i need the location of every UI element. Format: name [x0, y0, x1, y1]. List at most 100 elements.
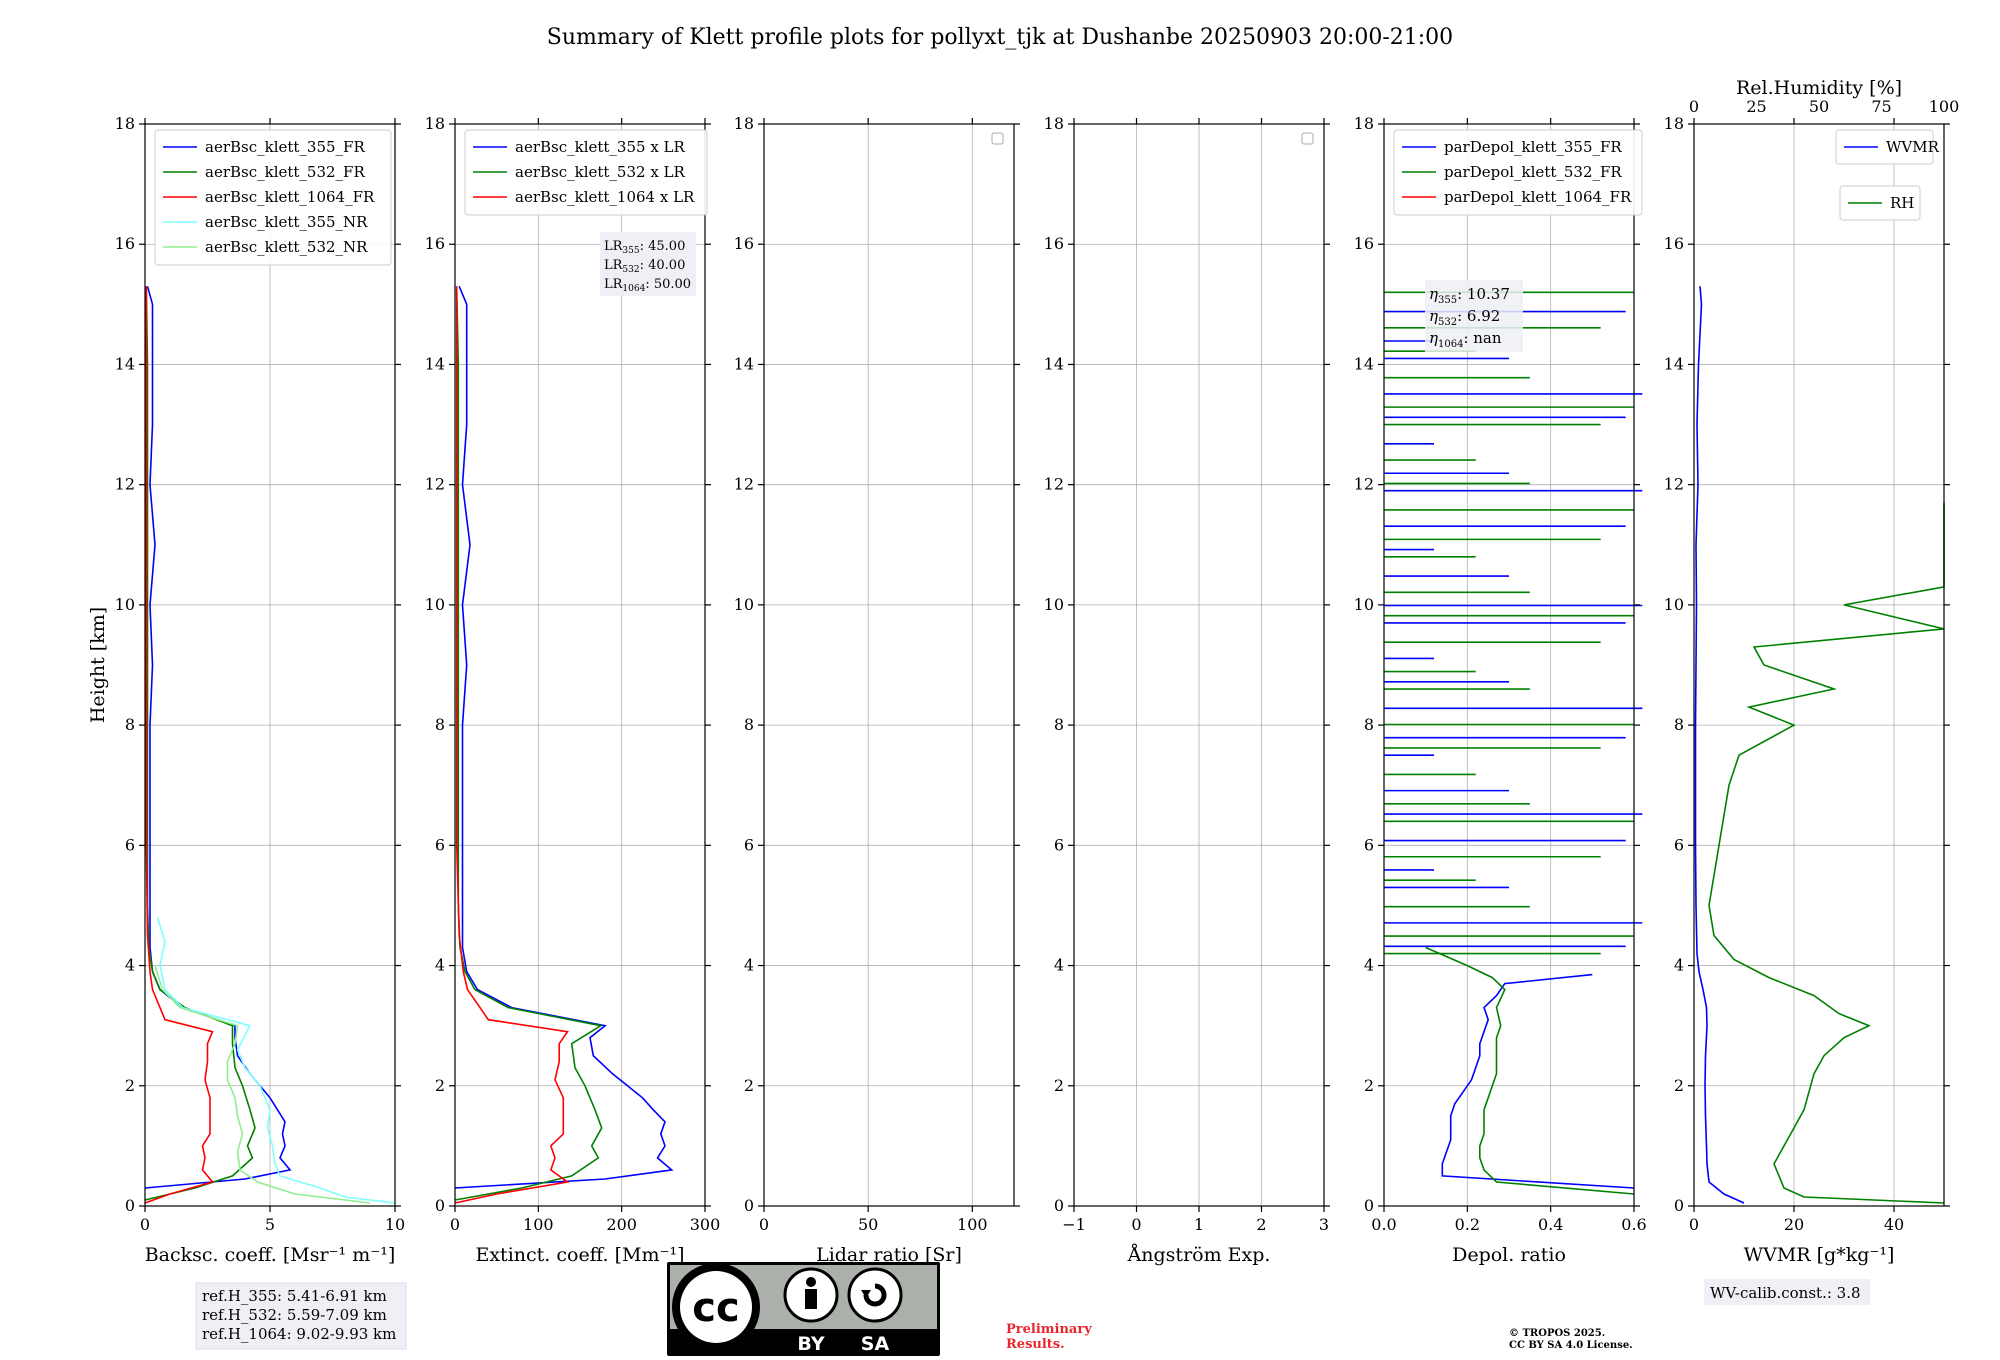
y-tick-label: 16 — [1354, 234, 1374, 253]
y-tick-label: 14 — [425, 354, 445, 373]
cc-by-sa-badge: cc BY SA — [667, 1262, 940, 1356]
series-extinction-1 — [454, 286, 603, 1201]
y-tick-label: 0 — [1364, 1196, 1374, 1215]
axes-frame — [454, 123, 706, 1207]
legend-label: parDepol_klett_355_FR — [1444, 138, 1622, 156]
y-tick-label: 18 — [734, 114, 754, 133]
x-tick-label: −1 — [1062, 1215, 1086, 1234]
legend-rh: RH — [1839, 185, 1921, 221]
x-tick-label: 0 — [1689, 1215, 1699, 1234]
x-tick-label: 40 — [1884, 1215, 1904, 1234]
legend-label: RH — [1890, 194, 1914, 212]
y-tick-label: 10 — [1664, 595, 1684, 614]
y-tick-label: 8 — [1054, 715, 1064, 734]
x-tick-label: 200 — [606, 1215, 637, 1234]
series-backscatter-2 — [144, 286, 214, 1204]
y-tick-label: 6 — [435, 835, 445, 854]
lr-value-1064: LR1064: 50.00 — [604, 277, 691, 294]
y-tick-label: 8 — [1364, 715, 1374, 734]
x-tick-label: 2 — [1256, 1215, 1266, 1234]
figure-title: Summary of Klett profile plots for polly… — [547, 25, 1453, 50]
share-alike-icon — [847, 1267, 903, 1323]
x-axis-label: Depol. ratio — [1452, 1244, 1566, 1266]
panel-lidar-ratio: 0 2 4 6 8 10 12 14 16 18 0 50 100 Lidar ratio [Sr] — [734, 114, 1020, 1266]
series-backscatter-4 — [154, 965, 371, 1204]
y-tick-label: 12 — [115, 475, 135, 494]
x-axis-label: Backsc. coeff. [Msr⁻¹ m⁻¹] — [145, 1244, 396, 1266]
y-tick-label: 2 — [1364, 1076, 1374, 1095]
y-tick-label: 8 — [744, 715, 754, 734]
legend-label: aerBsc_klett_355_FR — [205, 138, 365, 156]
y-tick-label: 6 — [744, 835, 754, 854]
top-x-tick-label: 0 — [1689, 97, 1699, 116]
series-extinction-2 — [454, 286, 570, 1204]
panels: 0 2 4 6 8 10 12 14 16 18 0 5 10 Backsc. coeff. [Msr⁻¹… — [87, 77, 1959, 1266]
ref-h-532: ref.H_532: 5.59-7.09 km — [202, 1306, 387, 1324]
y-tick-label: 10 — [425, 595, 445, 614]
eta-value-355: η355: 10.37 — [1429, 285, 1510, 306]
x-tick-label: 0.6 — [1621, 1215, 1646, 1234]
legend-box — [1835, 129, 1934, 165]
x-axis-label: Extinct. coeff. [Mm⁻¹] — [475, 1244, 684, 1266]
series-depol-1 — [1425, 946, 1635, 1195]
y-tick-label: 6 — [1054, 835, 1064, 854]
legend-box — [1393, 129, 1643, 216]
lr-value-355: LR355: 45.00 — [604, 239, 685, 256]
x-tick-label: 0.0 — [1371, 1215, 1396, 1234]
x-tick-label: 10 — [385, 1215, 405, 1234]
y-tick-label: 6 — [1674, 835, 1684, 854]
x-tick-label: 5 — [265, 1215, 275, 1234]
ref-h-355: ref.H_355: 5.41-6.91 km — [202, 1287, 387, 1305]
y-tick-label: 2 — [1674, 1076, 1684, 1095]
y-tick-label: 6 — [1364, 835, 1374, 854]
by-label: BY — [797, 1333, 824, 1355]
x-axis-label: WVMR [g*kg⁻¹] — [1744, 1244, 1895, 1266]
y-tick-label: 2 — [744, 1076, 754, 1095]
preliminary-text-line2: Results. — [1006, 1337, 1065, 1352]
legend-label: aerBsc_klett_1064 x LR — [515, 188, 695, 206]
y-tick-label: 16 — [115, 234, 135, 253]
panel-depol: 0 2 4 6 8 10 12 14 16 18 0.0 0.2 0.4 0.6 Depol. ratio p… — [1354, 114, 1647, 1266]
legend-label: aerBsc_klett_1064_FR — [205, 188, 375, 206]
y-tick-label: 2 — [1054, 1076, 1064, 1095]
eta-value-532: η532: 6.92 — [1429, 307, 1500, 328]
series-extinction-0 — [454, 285, 674, 1189]
y-tick-label: 14 — [734, 354, 754, 373]
wv-calib-text: WV-calib.const.: 3.8 — [1710, 1284, 1861, 1302]
legend-box — [464, 129, 708, 216]
y-tick-label: 4 — [435, 956, 445, 975]
series-backscatter-1 — [144, 286, 256, 1201]
y-tick-label: 18 — [1664, 114, 1684, 133]
top-x-axis-label: Rel.Humidity [%] — [1736, 77, 1902, 99]
series-backscatter-0 — [144, 286, 292, 1189]
series-wvmr-1 — [1708, 502, 1945, 1204]
series-depol-0 — [1441, 973, 1635, 1189]
y-tick-label: 6 — [125, 835, 135, 854]
legend-wvmr: WVMR — [1835, 129, 1940, 165]
panel-backscatter: 0 2 4 6 8 10 12 14 16 18 0 5 10 Backsc. coeff. [Msr⁻¹… — [87, 114, 405, 1266]
preliminary-text-line1: Preliminary — [1006, 1322, 1092, 1337]
ref-h-1064: ref.H_1064: 9.02-9.93 km — [202, 1325, 396, 1343]
x-tick-label: 0 — [140, 1215, 150, 1234]
cc-logo-text: cc — [692, 1285, 739, 1331]
legend-label: aerBsc_klett_532 x LR — [515, 163, 686, 181]
y-tick-label: 0 — [1674, 1196, 1684, 1215]
y-tick-label: 0 — [125, 1196, 135, 1215]
y-tick-label: 16 — [425, 234, 445, 253]
empty-legend-box — [991, 132, 1004, 145]
y-tick-label: 10 — [734, 595, 754, 614]
top-x-tick-label: 75 — [1871, 97, 1891, 116]
y-tick-label: 12 — [425, 475, 445, 494]
x-tick-label: 50 — [858, 1215, 878, 1234]
lr-box-bg — [600, 232, 696, 296]
wv-calib-box: WV-calib.const.: 3.8 — [1704, 1279, 1870, 1305]
y-tick-label: 12 — [1664, 475, 1684, 494]
y-tick-label: 18 — [1354, 114, 1374, 133]
x-tick-label: 100 — [523, 1215, 554, 1234]
top-x-tick-label: 50 — [1809, 97, 1829, 116]
y-tick-label: 8 — [1674, 715, 1684, 734]
y-tick-label: 2 — [125, 1076, 135, 1095]
series-wvmr-0 — [1694, 286, 1745, 1204]
